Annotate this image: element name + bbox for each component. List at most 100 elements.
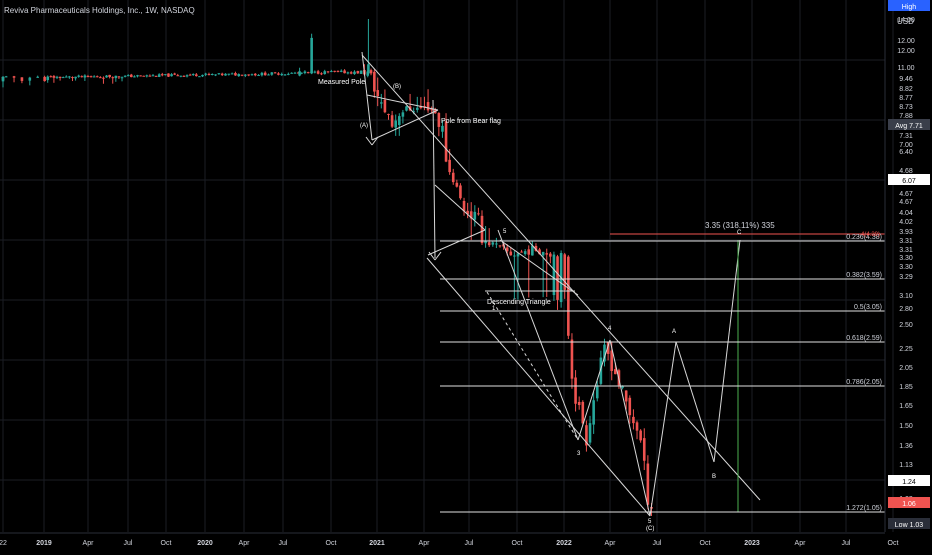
descending-triangle-label: Descending Triangle (487, 299, 551, 306)
arrow-head (371, 136, 379, 146)
level-badge-bg (888, 174, 930, 185)
candle-body (28, 77, 32, 81)
bear-flag-pole-label: Pole from Bear flag (441, 118, 501, 125)
candle-body (349, 72, 353, 74)
candle-body (108, 74, 111, 78)
candle-body (195, 74, 198, 77)
candle-body (585, 425, 588, 446)
candle-body (207, 74, 211, 76)
candle-body (513, 255, 516, 257)
candle-body (224, 73, 227, 76)
candle-body (277, 73, 280, 75)
time-axis-label: Jul (653, 540, 662, 547)
candle-body (89, 76, 93, 78)
candle-body (136, 75, 139, 77)
candle-body (263, 72, 267, 76)
candle-body (111, 77, 115, 79)
candle-body (380, 102, 383, 104)
price-scale-label: 8.77 (899, 95, 913, 102)
candle-body (430, 109, 433, 111)
candle-body (448, 159, 451, 173)
candle-body (383, 99, 387, 113)
candle-body (64, 76, 68, 78)
price-scale-label: 3.93 (899, 229, 913, 236)
candle-body (549, 253, 552, 257)
candle-body (182, 75, 186, 77)
candle-body (214, 74, 217, 76)
candle-body (154, 75, 158, 77)
candle-body (4, 76, 8, 78)
candle-body (120, 77, 124, 79)
candle-body (142, 75, 145, 77)
candle-body (12, 76, 16, 78)
fib-level-label: 0.5(3.05) (854, 304, 882, 311)
low-badge-bg (888, 518, 930, 529)
candle-body (130, 74, 133, 78)
level-badge-bg (888, 475, 930, 486)
candle-body (473, 211, 477, 220)
candle-body (387, 113, 390, 115)
price-scale-label: 4.04 (899, 210, 913, 217)
time-axis-label: Apr (795, 540, 807, 547)
candle-body (74, 76, 77, 79)
price-scale-label: 1.36 (899, 443, 913, 450)
time-axis-label: Oct (888, 540, 899, 547)
price-scale-label: 2.80 (899, 306, 913, 313)
flag-lower-line (371, 109, 439, 141)
candle-body (176, 75, 180, 77)
candle-body (126, 75, 130, 77)
candle-body (52, 76, 56, 78)
price-scale-label: 2.25 (899, 346, 913, 353)
candle-body (273, 72, 277, 74)
time-axis-label: Apr (83, 540, 95, 547)
candle-body (455, 182, 459, 187)
candle-body (164, 74, 167, 76)
price-scale-label: 4.68 (899, 168, 913, 175)
candle-body (99, 77, 102, 79)
candle-body (477, 213, 480, 215)
candle-body (437, 113, 441, 127)
candle-body (201, 74, 204, 77)
candle-body (303, 71, 307, 74)
candle-body (415, 107, 419, 110)
price-scale-label: 12.00 (897, 48, 915, 55)
candle-body (397, 116, 401, 125)
candle-body (366, 71, 370, 76)
candle-body (247, 74, 250, 76)
projection-label: 3.35 (318.11%) 335 (705, 221, 775, 230)
time-axis-label: Apr (239, 540, 251, 547)
candle-body (306, 72, 310, 74)
candle-body (359, 70, 363, 74)
candle-body (346, 72, 350, 74)
level-badge: 1.24 (902, 479, 916, 486)
candle-body (628, 397, 632, 416)
time-axis-label: Apr (605, 540, 617, 547)
price-scale-label: 9.46 (899, 76, 913, 83)
candle-body (43, 76, 46, 82)
flag-upper-line (366, 94, 439, 111)
wave-line (497, 229, 579, 441)
candle-body (581, 401, 585, 424)
candle-body (451, 172, 455, 183)
measured-pole-label: Measured Pole (318, 79, 365, 86)
candle-body (290, 72, 293, 74)
candle-body (356, 71, 360, 74)
price-scale-label: 8.82 (899, 86, 913, 93)
candle-body (71, 77, 74, 79)
candle-body (283, 74, 287, 76)
candle-body (36, 76, 39, 78)
candle-body (114, 75, 118, 79)
candle-body (541, 251, 545, 256)
candle-body (570, 339, 574, 379)
price-scale-label: 1.13 (899, 462, 913, 469)
candle-body (330, 71, 333, 73)
wave-line (577, 339, 611, 441)
fib-level-label: 0.382(3.59) (846, 272, 882, 279)
time-axis-label: 2020 (197, 540, 213, 547)
high-badge: High (902, 4, 917, 11)
candle-body (185, 75, 189, 77)
candle-body (204, 73, 207, 75)
arrow-head (434, 251, 442, 261)
